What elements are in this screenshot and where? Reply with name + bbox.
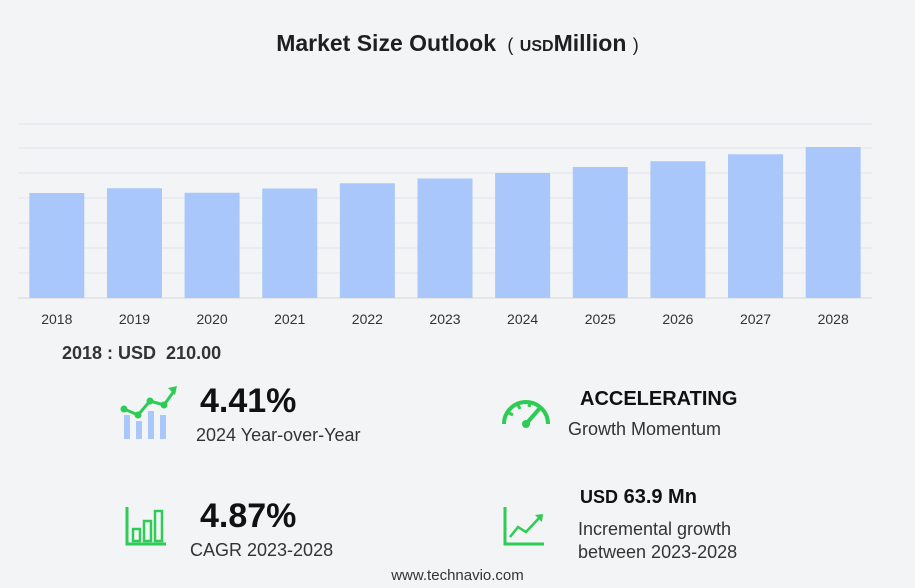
kpi-incremental-label-1: Incremental growth: [578, 519, 732, 539]
kpi-cagr-label: CAGR 2023-2028: [190, 540, 334, 560]
bar-2022: [339, 183, 395, 298]
kpi-incremental-unit: USD: [580, 487, 619, 507]
kpi-momentum-value: ACCELERATING: [580, 388, 738, 410]
x-tick-label: 2027: [740, 311, 771, 327]
bar-2018: [29, 193, 85, 298]
x-tick-label: 2024: [507, 311, 538, 327]
kpi-momentum: ACCELERATING: [580, 388, 737, 411]
kpi-incremental: USD 63.9 Mn: [580, 486, 697, 509]
x-tick-label: 2019: [119, 311, 150, 327]
bar-chart-icon: [125, 507, 166, 546]
speedometer-icon: [502, 400, 550, 428]
kpi-yoy-label-wrap: 2024 Year-over-Year: [196, 425, 360, 446]
x-tick-label: 2025: [585, 311, 616, 327]
kpi-incremental-value: 63.9 Mn: [623, 486, 697, 508]
kpi-yoy-value: 4.41%: [200, 382, 297, 420]
title-unit-prefix: USD: [519, 38, 554, 55]
base-year-value: 210.00: [166, 343, 222, 363]
bar-chart: 2018 2019 2020 2021 2022 2023 2024 2025 2026 2027…: [18, 123, 872, 327]
kpi-yoy-label: 2024 Year-over-Year: [196, 425, 361, 445]
chart-title-text: Market Size Outlook: [276, 30, 497, 56]
base-year-label: 2018 : USD 210.00: [62, 343, 221, 364]
kpi-incremental-label-wrap: Incremental growth between 2023-2028: [578, 519, 737, 563]
base-year-text: 2018 : USD: [62, 343, 157, 363]
bar-2028: [805, 147, 861, 298]
chart-title: Market Size Outlook ( USDMillion ): [0, 30, 915, 57]
bar-2021: [262, 188, 318, 298]
x-tick-label: 2026: [662, 311, 693, 327]
bar-2019: [106, 188, 162, 298]
bar-2025: [572, 167, 628, 298]
title-unit-suffix: Million: [553, 30, 627, 56]
growth-chart-icon: [120, 386, 177, 439]
x-tick-label: 2028: [818, 311, 849, 327]
bar-2026: [650, 161, 706, 298]
bar-2024: [495, 173, 551, 298]
kpi-momentum-label: Growth Momentum: [568, 419, 722, 439]
kpi-yoy: 4.41%: [200, 382, 296, 421]
kpi-incremental-label-2: between 2023-2028: [578, 542, 738, 562]
x-tick-label: 2021: [274, 311, 305, 327]
x-tick-label: 2022: [352, 311, 383, 327]
title-paren-close: ): [632, 35, 639, 55]
x-tick-label: 2020: [197, 311, 228, 327]
kpi-cagr: 4.87%: [200, 497, 296, 536]
bar-2020: [184, 192, 240, 298]
x-tick-label: 2018: [41, 311, 72, 327]
bar-2023: [417, 178, 473, 298]
title-paren-open: (: [502, 35, 514, 55]
trend-line-icon: [503, 507, 544, 546]
kpi-momentum-label-wrap: Growth Momentum: [568, 419, 721, 440]
footer-source: www.technavio.com: [391, 567, 524, 584]
x-tick-label: 2023: [429, 311, 460, 327]
kpi-cagr-label-wrap: CAGR 2023-2028: [190, 540, 333, 561]
bar-2027: [728, 154, 784, 298]
kpi-cagr-value: 4.87%: [200, 497, 297, 535]
